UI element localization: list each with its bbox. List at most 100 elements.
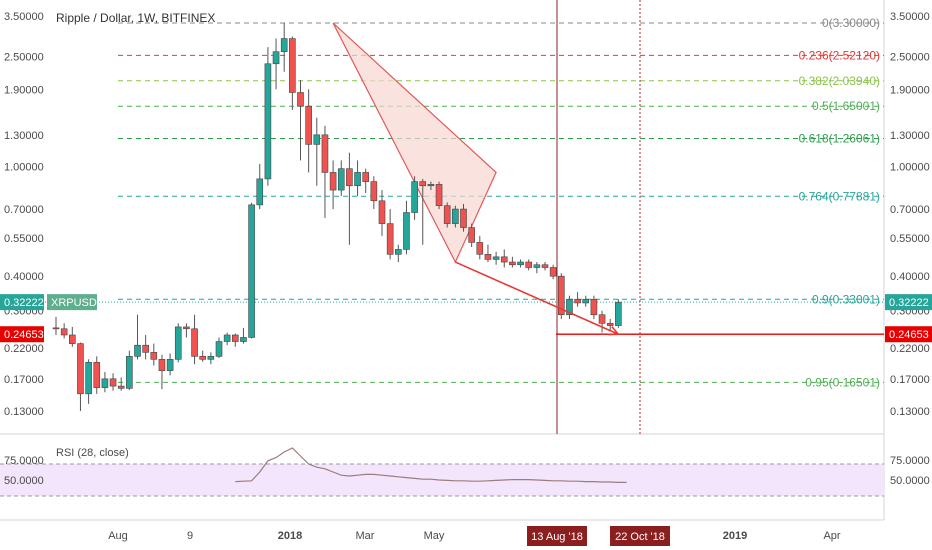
- price-tick-label-right: 0.40000: [890, 271, 930, 283]
- current-price-label-right: 0.32222: [889, 297, 929, 309]
- price-tick-label-left: 0.70000: [4, 204, 44, 216]
- candle-down: [484, 254, 492, 260]
- candle-up: [394, 249, 402, 255]
- candle-up: [354, 172, 361, 187]
- time-label: 2019: [723, 530, 747, 542]
- time-label: Apr: [823, 530, 840, 542]
- fib-level-label: 0.9(0.33001): [812, 292, 880, 306]
- time-label: Mar: [356, 530, 375, 542]
- candle-down: [362, 172, 370, 182]
- chart-title: Ripple / Dollar, 1W, BITFINEX: [56, 11, 215, 25]
- candle-up: [85, 362, 92, 395]
- current-price-label-left: 0.32222: [4, 297, 44, 309]
- time-axis[interactable]: Aug 9 2018 Mar May 2019 Apr 13 Aug '18 22 Oct '1…: [108, 526, 841, 546]
- candle-up: [272, 51, 280, 65]
- price-tick-label-left: 0.13000: [4, 406, 44, 418]
- symbol-label: XRPUSD: [51, 297, 97, 309]
- candle-down: [321, 134, 329, 173]
- candle-down: [142, 344, 149, 353]
- target-price-tag-left: [0, 326, 44, 343]
- price-tick-label-right: 1.30000: [890, 130, 930, 142]
- candle-up: [615, 301, 622, 326]
- candle-down: [525, 261, 533, 268]
- price-tick-label-right: 0.22000: [890, 343, 930, 355]
- fibonacci-retracement[interactable]: 0(3.30000) 0.236(2.52120) 0.382(2.03940) 0.…: [118, 16, 884, 389]
- candle-down: [289, 38, 296, 93]
- candle-down: [109, 378, 117, 387]
- candle-up: [101, 378, 109, 388]
- candle-up: [517, 261, 524, 266]
- candle-up: [427, 184, 435, 187]
- candle-up: [280, 38, 288, 52]
- candle-down: [199, 356, 206, 360]
- candle-down: [435, 184, 443, 206]
- price-tick-label-right: 0.70000: [890, 204, 930, 216]
- target-price-tag-right: [885, 326, 932, 343]
- fib-level-label: 0.618(1.26061): [799, 131, 880, 145]
- candle-up: [533, 264, 541, 268]
- current-price-tag-right: [885, 294, 932, 311]
- rsi-tick-left: 75.0000: [4, 455, 44, 467]
- symbol-tag: [47, 294, 97, 311]
- rsi-pane: RSI (28, close) 75.0000 75.0000 50.0000 50.0…: [0, 447, 930, 497]
- rsi-tick-right: 50.0000: [890, 475, 930, 487]
- target-price-label-right: 0.24653: [889, 329, 929, 341]
- candle-up: [126, 356, 133, 389]
- time-label: 2018: [278, 530, 302, 542]
- candle-down: [93, 362, 101, 388]
- fib-level-label: 0.382(2.03940): [799, 74, 880, 88]
- time-label: Aug: [108, 530, 128, 542]
- candle-down: [460, 208, 467, 228]
- candle-down: [386, 223, 394, 255]
- candle-down: [77, 343, 84, 395]
- rsi-tick-left: 50.0000: [4, 475, 44, 487]
- candle-down: [150, 352, 158, 360]
- highlighted-date-label: 22 Oct '18: [615, 531, 665, 543]
- candle-up: [566, 298, 573, 316]
- time-label: May: [424, 530, 445, 542]
- candle-up: [215, 341, 223, 357]
- candle-down: [191, 328, 198, 357]
- price-tick-label-right: 0.13000: [890, 406, 930, 418]
- candle-up: [492, 256, 500, 260]
- price-tick-label-left: 0.22000: [4, 343, 44, 355]
- price-tick-label-right: 2.50000: [890, 51, 930, 63]
- highlighted-date-label: 13 Aug '18: [531, 531, 583, 543]
- fib-level-label: 0.95(0.16501): [805, 375, 880, 389]
- candle-down: [52, 327, 60, 330]
- candle-up: [207, 356, 215, 360]
- candle-down: [419, 181, 427, 187]
- candle-up: [337, 168, 345, 191]
- harmonic-pattern[interactable]: [332, 22, 497, 264]
- candle-down: [232, 334, 239, 342]
- candle-down: [500, 256, 508, 263]
- price-tick-label-left: 0.17000: [4, 374, 44, 386]
- highlighted-date-tag: [527, 526, 587, 546]
- candle-down: [329, 172, 337, 191]
- candle-down: [346, 168, 353, 187]
- candle-down: [541, 264, 549, 268]
- projection-arrow-line: [455, 261, 619, 335]
- candle-up: [582, 298, 590, 304]
- price-tick-label-right: 1.00000: [890, 161, 930, 173]
- fib-level-label: 0(3.30000): [822, 16, 880, 30]
- fib-level-label: 0.764(0.77881): [799, 189, 880, 203]
- candle-up: [240, 337, 247, 342]
- candle-down: [117, 385, 125, 389]
- candle-up: [223, 334, 231, 342]
- candle-down: [598, 314, 606, 324]
- pattern-triangle[interactable]: [332, 22, 497, 264]
- candlestick-series: [52, 23, 622, 411]
- candle-up: [134, 344, 141, 357]
- candle-down: [557, 275, 565, 316]
- candle-up: [411, 181, 418, 213]
- price-axis[interactable]: 3.50000 3.50000 2.50000 2.50000 1.90000 1.900…: [0, 11, 932, 418]
- candle-up: [174, 326, 182, 360]
- candle-down: [443, 205, 451, 224]
- fib-level-label: 0.236(2.52120): [799, 48, 880, 62]
- rsi-label: RSI (28, close): [56, 447, 129, 459]
- candle-down: [183, 326, 190, 330]
- projection-arrow[interactable]: [455, 261, 621, 336]
